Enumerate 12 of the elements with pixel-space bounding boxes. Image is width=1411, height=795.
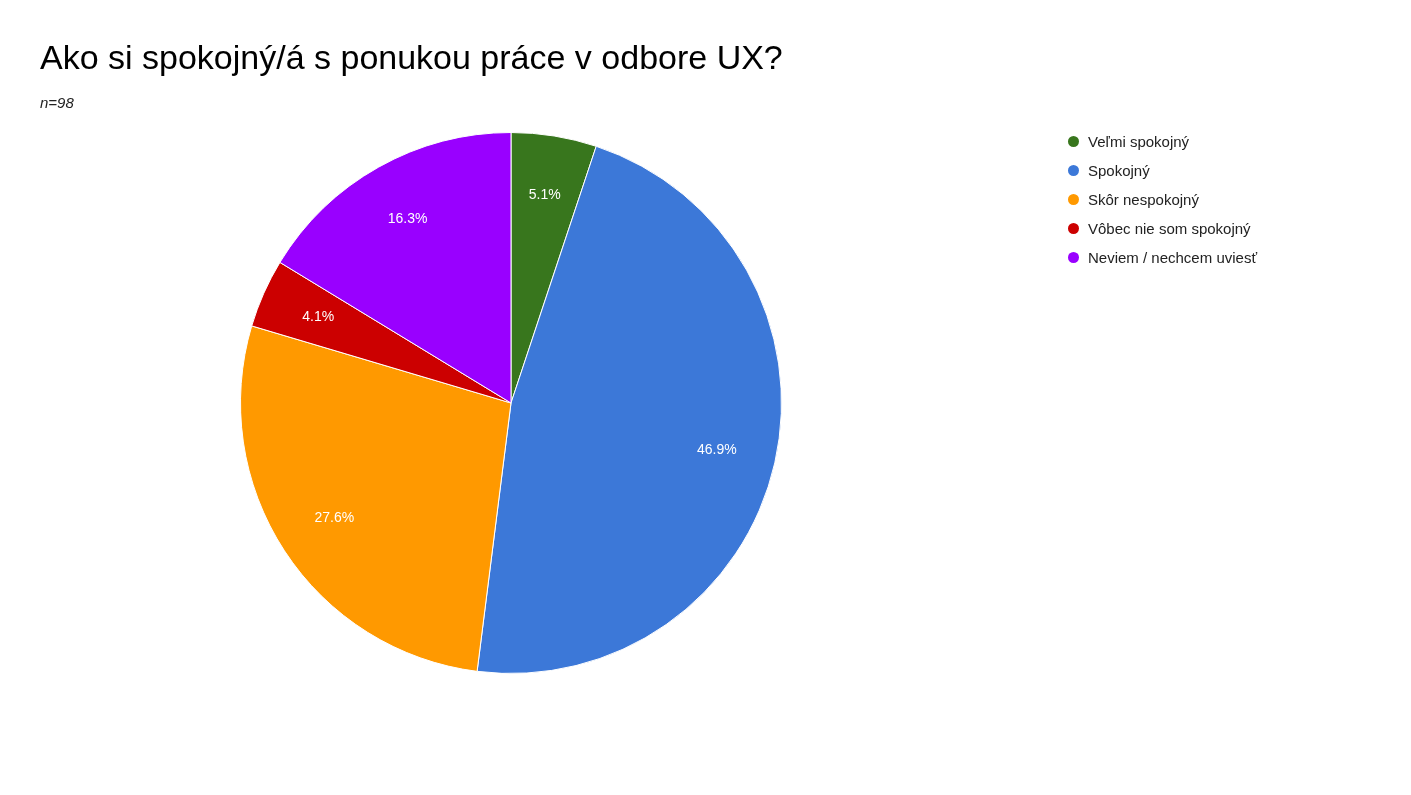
legend-label: Spokojný <box>1088 162 1150 179</box>
chart-title: Ako si spokojný/á s ponukou práce v odbore UX? <box>40 38 783 77</box>
data-label: 4.1% <box>302 308 335 325</box>
text: n=98 <box>40 94 74 111</box>
data-label: 5.1% <box>528 185 561 202</box>
legend-label: Neviem / nechcem uviesť <box>1088 249 1258 266</box>
legend-label: Veľmi spokojný <box>1088 133 1190 150</box>
legend-label: Skôr nespokojný <box>1088 191 1199 208</box>
data-label: 16.3% <box>387 209 428 226</box>
data-label: 46.9% <box>696 440 737 457</box>
data-label: 27.6% <box>314 509 355 526</box>
legend-label: Vôbec nie som spokojný <box>1088 220 1251 237</box>
